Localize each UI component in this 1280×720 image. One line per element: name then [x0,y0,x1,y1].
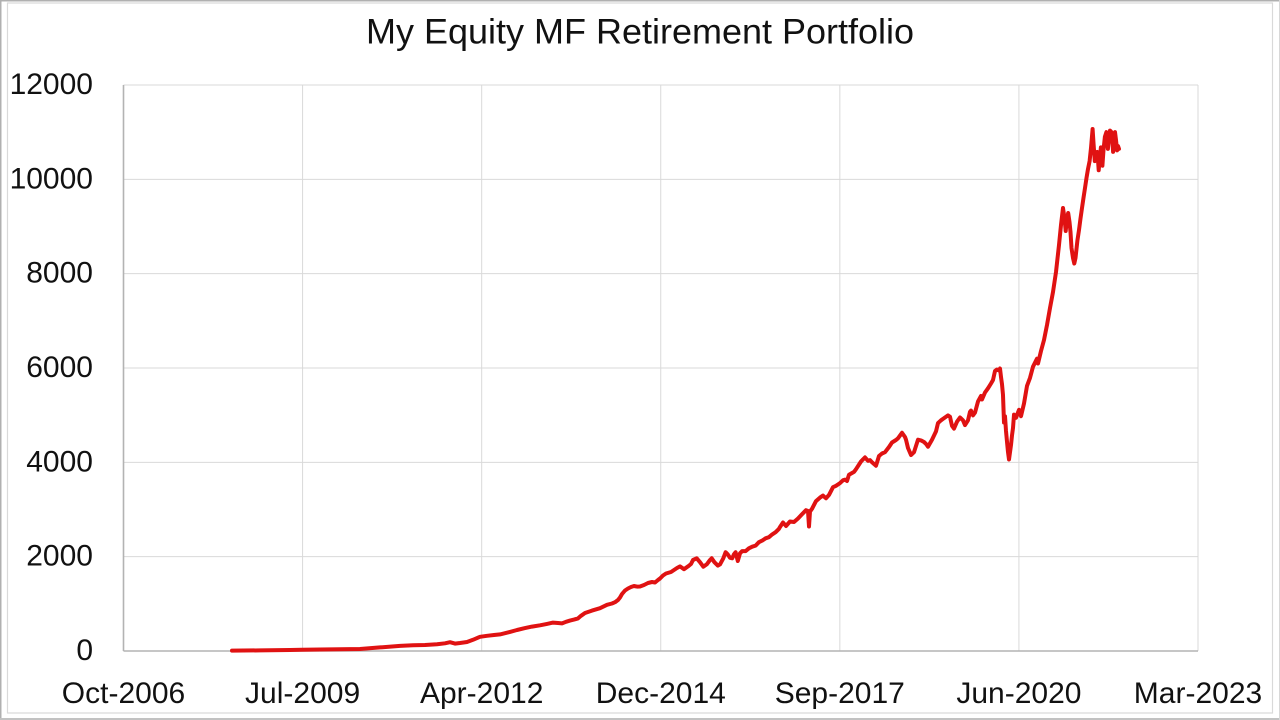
svg-text:My Equity MF Retirement Portfo: My Equity MF Retirement Portfolio [366,13,914,52]
svg-text:Jun-2020: Jun-2020 [956,677,1081,710]
svg-text:2000: 2000 [26,540,93,573]
svg-text:Sep-2017: Sep-2017 [775,677,905,710]
svg-text:6000: 6000 [26,351,93,384]
svg-text:8000: 8000 [26,257,93,290]
svg-text:Dec-2014: Dec-2014 [596,677,726,710]
svg-text:Apr-2012: Apr-2012 [420,677,543,710]
svg-text:Mar-2023: Mar-2023 [1134,677,1262,710]
svg-text:0: 0 [76,634,93,667]
svg-text:10000: 10000 [10,162,93,195]
svg-text:Oct-2006: Oct-2006 [62,677,185,710]
svg-text:12000: 12000 [10,68,93,101]
svg-text:Jul-2009: Jul-2009 [245,677,360,710]
svg-text:4000: 4000 [26,445,93,478]
